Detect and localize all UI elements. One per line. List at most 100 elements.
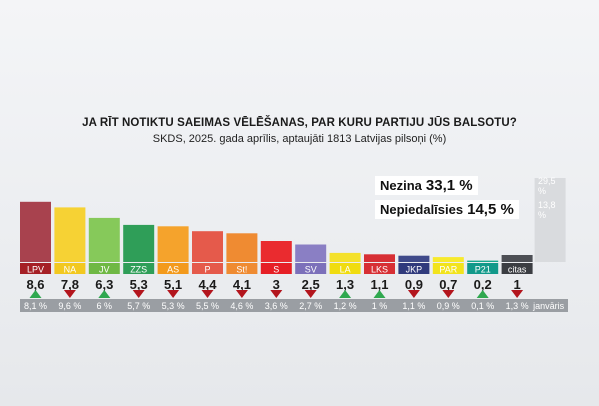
- bar-LPV: [20, 201, 51, 262]
- previous-value: 8,1 %: [24, 301, 47, 311]
- trend-down-icon: [407, 290, 420, 298]
- party-label: P: [204, 265, 210, 275]
- party-label: LPV: [27, 265, 44, 275]
- trend-down-icon: [511, 290, 524, 298]
- previous-value: 1,2 %: [334, 301, 357, 311]
- bar-PAR: [432, 257, 464, 262]
- party-label-bg-S: [260, 263, 292, 274]
- trend-up-icon: [339, 290, 352, 298]
- bar-NA: [54, 207, 86, 262]
- party-label-bg-St!: [226, 263, 258, 274]
- side-band: [534, 178, 566, 262]
- previous-value: 1,1 %: [402, 301, 425, 311]
- undecided-label-box: Nezina 33,1 %: [375, 176, 478, 195]
- value-label: 6,3: [95, 277, 113, 292]
- previous-value: 0,9 %: [437, 301, 460, 311]
- previous-value: 9,6 %: [58, 301, 81, 311]
- party-label-bg-citas: [501, 263, 533, 274]
- previous-value: 5,5 %: [196, 301, 219, 311]
- previous-value: 5,3 %: [162, 301, 185, 311]
- trend-down-icon: [132, 290, 145, 298]
- party-label: NA: [64, 265, 77, 275]
- previous-value: 1 %: [372, 301, 388, 311]
- party-label-bg-ZZS: [123, 263, 155, 274]
- trend-down-icon: [201, 290, 214, 298]
- party-label: SV: [305, 265, 317, 275]
- value-label: 3: [273, 277, 280, 292]
- party-label-bg-P21: [467, 263, 499, 274]
- trend-up-icon: [98, 290, 111, 298]
- party-label-bg-JV: [88, 263, 120, 274]
- bar-LA: [329, 252, 361, 262]
- party-label: JV: [99, 265, 110, 275]
- previous-value: 4,6 %: [230, 301, 253, 311]
- previous-period-label: janvāris: [532, 301, 565, 311]
- bar-ZZS: [123, 224, 155, 262]
- value-label: 1,3: [336, 277, 354, 292]
- nonvoter-label: Nepiedalīsies: [380, 202, 464, 217]
- value-label: 0,7: [439, 277, 457, 292]
- party-label: citas: [508, 265, 527, 275]
- previous-value: 3,6 %: [265, 301, 288, 311]
- trend-down-icon: [167, 290, 180, 298]
- value-label: 5,1: [164, 277, 182, 292]
- party-label-bg-LA: [329, 263, 361, 274]
- party-label-bg-NA: [54, 263, 86, 274]
- bar-JV: [88, 217, 120, 262]
- previous-band: [20, 299, 568, 312]
- bar-SV: [295, 244, 327, 262]
- party-label: LKS: [371, 265, 388, 275]
- party-label-bg-LPV: [20, 263, 51, 274]
- party-label: St!: [236, 265, 247, 275]
- nonvoter-previous: 13,8 %: [538, 200, 556, 220]
- previous-value: 5,7 %: [127, 301, 150, 311]
- chart-subtitle: SKDS, 2025. gada aprīlis, aptaujāti 1813…: [152, 133, 447, 145]
- party-label-bg-SV: [295, 263, 327, 274]
- party-label: ZZS: [130, 265, 147, 275]
- party-label-bg-AS: [157, 263, 189, 274]
- trend-down-icon: [304, 290, 317, 298]
- value-label: 8,6: [26, 277, 44, 292]
- value-label: 4,4: [198, 277, 217, 292]
- value-label: 0,2: [474, 277, 492, 292]
- party-label: AS: [167, 265, 179, 275]
- chart-title: JA RĪT NOTIKTU SAEIMAS VĒLĒŠANAS, PAR KU…: [82, 117, 517, 129]
- party-label: S: [273, 265, 279, 275]
- value-label: 1,1: [370, 277, 388, 292]
- party-label-bg-JKP: [398, 263, 430, 274]
- bar-citas: [501, 255, 533, 262]
- undecided-previous: 29,5 %: [538, 176, 556, 196]
- party-label: LA: [340, 265, 351, 275]
- nonvoter-value: 14,5 %: [467, 201, 514, 218]
- party-label: JKP: [406, 265, 423, 275]
- bar-S: [260, 241, 292, 262]
- trend-down-icon: [63, 290, 76, 298]
- nonvoter-row: Nepiedalīsies 14,5 % 13,8 %: [375, 200, 565, 220]
- bar-P21: [467, 260, 499, 262]
- value-label: 5,3: [130, 277, 148, 292]
- bar-LKS: [364, 254, 395, 262]
- undecided-value: 33,1 %: [425, 177, 473, 194]
- trend-up-icon: [29, 290, 42, 298]
- party-label-bg-P: [192, 263, 223, 274]
- trend-down-icon: [442, 290, 455, 298]
- party-label: PAR: [439, 265, 457, 275]
- bar-JKP: [398, 255, 430, 262]
- trend-down-icon: [235, 290, 248, 298]
- value-label: 7,8: [61, 277, 79, 292]
- previous-value: 2,7 %: [299, 301, 322, 311]
- trend-up-icon: [476, 290, 489, 298]
- value-label: 4,1: [233, 277, 251, 292]
- party-label-bg-PAR: [432, 263, 464, 274]
- value-label: 0,9: [405, 277, 423, 292]
- previous-value: 6 %: [97, 301, 113, 311]
- trend-up-icon: [373, 290, 386, 298]
- bar-St!: [226, 233, 258, 262]
- value-label: 2,5: [302, 277, 320, 292]
- trend-down-icon: [270, 290, 283, 298]
- previous-value: 0,1 %: [471, 301, 494, 311]
- party-label-bg-LKS: [364, 263, 395, 274]
- undecided-row: Nezina 33,1 % 29,5 %: [375, 176, 565, 196]
- bar-AS: [157, 226, 189, 262]
